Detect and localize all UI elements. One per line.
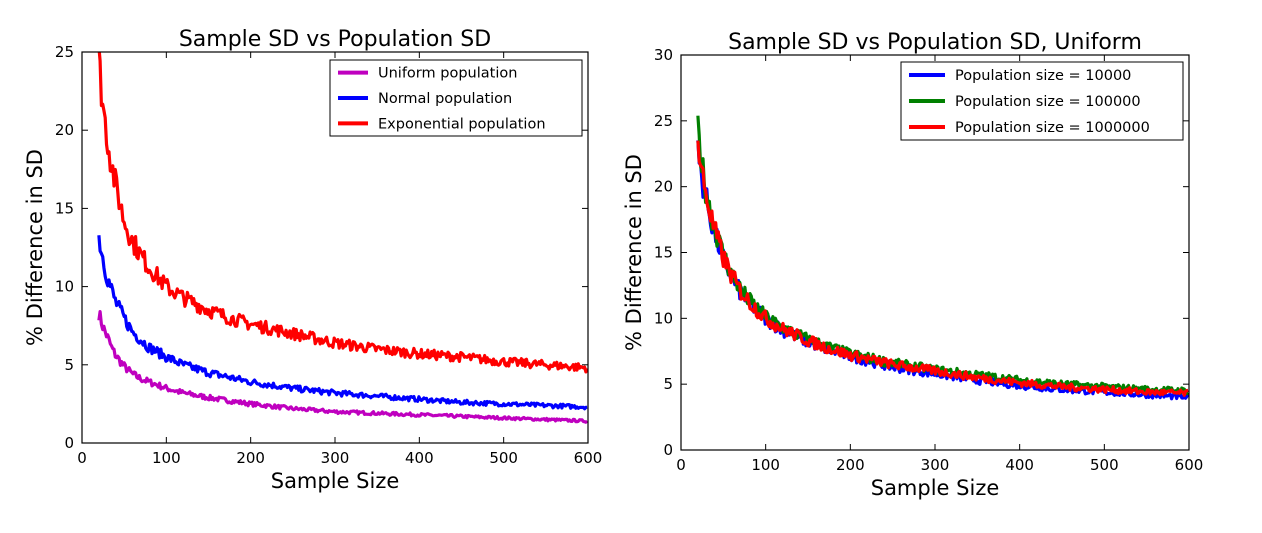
- legend-label: Normal population: [378, 91, 512, 107]
- y-tick-label: 15: [654, 244, 673, 262]
- y-tick-label: 20: [55, 121, 74, 139]
- x-tick-label: 0: [77, 449, 87, 467]
- chart-1: 0 100 200 300 400 500 600 0 5 10 15 20 25 Sample SD v…: [23, 27, 602, 493]
- y-tick-label: 0: [64, 434, 74, 452]
- chart-title: Sample SD vs Population SD, Uniform: [728, 30, 1142, 55]
- x-tick-label: 400: [405, 449, 434, 467]
- y-tick-label: 30: [654, 46, 673, 64]
- series-line-2: [696, 115, 1189, 396]
- x-tick-label: 400: [1005, 456, 1034, 474]
- x-tick-label: 500: [1090, 456, 1119, 474]
- x-tick-label: 200: [836, 456, 865, 474]
- legend: Uniform population Normal population Expon…: [329, 59, 583, 137]
- y-tick-label: 25: [654, 112, 673, 130]
- y-tick-label: 5: [663, 375, 673, 393]
- x-axis-label: Sample Size: [271, 469, 400, 493]
- legend-label: Population size = 10000: [955, 68, 1131, 84]
- legend-box: [329, 59, 583, 137]
- y-tick-label: 0: [663, 441, 673, 459]
- x-tick-label: 0: [676, 456, 686, 474]
- series-line-3: [97, 52, 588, 374]
- x-tick-label: 100: [152, 449, 181, 467]
- x-tick-label: 300: [321, 449, 350, 467]
- y-axis-label: % Difference in SD: [622, 154, 646, 351]
- legend-box: [900, 61, 1184, 141]
- x-tick-label: 200: [236, 449, 265, 467]
- x-tick-label: 600: [1175, 456, 1204, 474]
- chart-2: 0 100 200 300 400 500 600 0 5 10 15 20 25 30 Sample SD…: [622, 30, 1203, 500]
- series-line-2: [97, 235, 588, 411]
- legend-label: Population size = 1000000: [955, 120, 1150, 136]
- y-tick-label: 15: [55, 199, 74, 217]
- y-tick-label: 20: [654, 178, 673, 196]
- legend-label: Exponential population: [378, 116, 546, 132]
- x-tick-label: 500: [489, 449, 518, 467]
- y-tick-label: 10: [55, 278, 74, 296]
- plot-area: [97, 52, 588, 424]
- series-line-1: [97, 310, 588, 424]
- series-line-3: [696, 140, 1189, 397]
- y-tick-label: 5: [64, 356, 74, 374]
- legend-label: Population size = 100000: [955, 94, 1141, 110]
- y-tick-label: 25: [55, 43, 74, 61]
- x-axis-label: Sample Size: [871, 476, 1000, 500]
- y-tick-label: 10: [654, 309, 673, 327]
- y-axis-label: % Difference in SD: [23, 149, 47, 346]
- x-tick-label: 300: [921, 456, 950, 474]
- plot-area: [696, 115, 1189, 401]
- chart-title: Sample SD vs Population SD: [179, 27, 491, 52]
- legend: Population size = 10000 Population size =…: [900, 61, 1184, 141]
- series-line-1: [696, 140, 1189, 401]
- legend-label: Uniform population: [378, 66, 517, 82]
- x-tick-label: 100: [751, 456, 780, 474]
- x-tick-label: 600: [574, 449, 603, 467]
